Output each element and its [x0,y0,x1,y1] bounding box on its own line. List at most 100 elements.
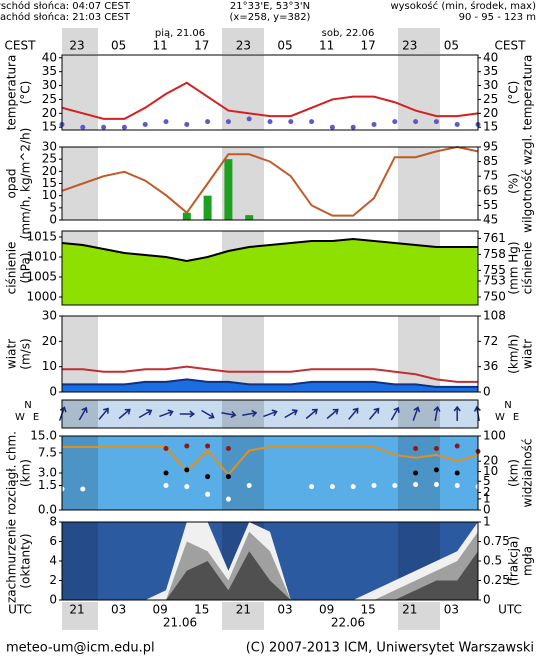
series-dot [309,484,315,490]
y-axis-unit: (hPa) [19,252,33,283]
panel-frame [61,230,479,306]
series-bar [224,159,233,220]
y2-tick-label: 2 [483,485,491,499]
y-axis-unit: (mm/h, kg/m^2/h) [19,128,33,240]
y-tick-label: 20 [42,334,57,348]
bottom-hour: 21 [236,603,251,617]
y2-tick-label: 1 [483,515,491,529]
bottom-hour: 03 [111,603,126,617]
bottom-hour: 21 [402,603,417,617]
series-dot [267,119,273,125]
series-dot [184,484,190,490]
series-dot [413,481,419,487]
y2-tick-label: 95 [483,140,498,154]
y-tick-label: 4 [49,554,57,568]
series-dot [225,474,231,480]
y-tick-label: 20 [42,106,57,120]
y2-tick-label: 20 [483,454,498,468]
night-band [222,602,264,630]
series-dot [454,121,460,127]
series-dot [433,446,439,452]
night-band [398,55,440,130]
y-tick-label: 0.0 [38,503,57,517]
y-tick-label: 10 [42,359,57,373]
series-dot [80,486,86,492]
y-tick-label: 30 [42,78,57,92]
sunset: zachód słońca: 21:03 CEST [0,11,131,23]
bottom-hour: 09 [319,603,334,617]
y2-tick-label: 35 [483,64,498,78]
bottom-hour: 21 [69,603,84,617]
wind-arrow [433,405,441,422]
y-tick-label: 20 [42,164,57,178]
y-tick-label: 15 [42,176,57,190]
series-dot [413,119,419,125]
y-tick-label: 15.0 [30,429,57,443]
series-dot [246,116,252,122]
y-tick-label: 40 [42,50,57,64]
series-dot [413,470,419,476]
panel-background [62,55,478,130]
night-band [222,316,264,392]
series-line [62,365,478,383]
series-dot [288,119,294,125]
time-zone: UTC [498,603,522,617]
night-band [62,28,98,54]
wind-arrow [221,411,237,419]
elevation-label: wysokość (min, środek, max) [390,0,536,12]
night-band [398,316,440,392]
bottom-date: 22.06 [331,616,365,630]
night-band [398,400,440,428]
y2-tick-label: 75 [483,169,498,183]
series-dot [225,119,231,125]
series-area [62,531,478,600]
top-hour: 23 [236,39,251,53]
y2-tick-label: 72 [483,334,498,348]
y2-axis-label: mgła [521,546,535,576]
series-dot [205,443,211,449]
y-tick-label: 35 [42,64,57,78]
panel-frame [61,54,479,131]
y-axis-unit: (m/s) [19,338,33,369]
series-dot [184,443,190,449]
wind-arrow [390,406,400,421]
y2-axis-unit: (%) [507,173,521,194]
y-axis-unit: (°C) [19,81,33,105]
y2-tick-label: 758 [483,247,506,261]
y-tick-label: 1010 [26,250,57,264]
series-dot [454,470,460,476]
y2-tick-label: 750 [483,290,506,304]
panel-background [62,316,478,392]
top-hour: 17 [361,39,376,53]
series-dot [454,443,460,449]
top-hour: 11 [153,39,168,53]
series-dot [205,491,211,497]
night-band [62,400,98,428]
y2-axis-unit: (frakcja) [507,536,521,586]
series-line [62,445,479,477]
top-hour: 23 [402,39,417,53]
bottom-hour: 15 [194,603,209,617]
wind-arrow [326,408,339,420]
wind-arrow [305,408,318,420]
series-dot [205,119,211,125]
time-zone: UTC [8,603,32,617]
top-hour: 11 [319,39,334,53]
series-dot [413,446,419,452]
y2-tick-label: 5 [483,474,491,488]
coords: 21°33'E, 53°3'N [230,1,310,12]
y-axis-label: ciśnienie [5,242,19,295]
series-dot [309,119,315,125]
series-bar [203,195,212,220]
night-band [398,28,440,54]
y2-axis-label: ciśnienie [521,242,535,295]
night-band [398,602,440,630]
wind-arrow [284,409,298,419]
y-tick-label: 25 [42,152,57,166]
y-axis-unit: (oktanty) [19,533,33,588]
wind-arrow [242,409,258,417]
y2-tick-label: 0 [483,593,491,607]
series-dot [80,124,86,130]
series-dot [392,119,398,125]
